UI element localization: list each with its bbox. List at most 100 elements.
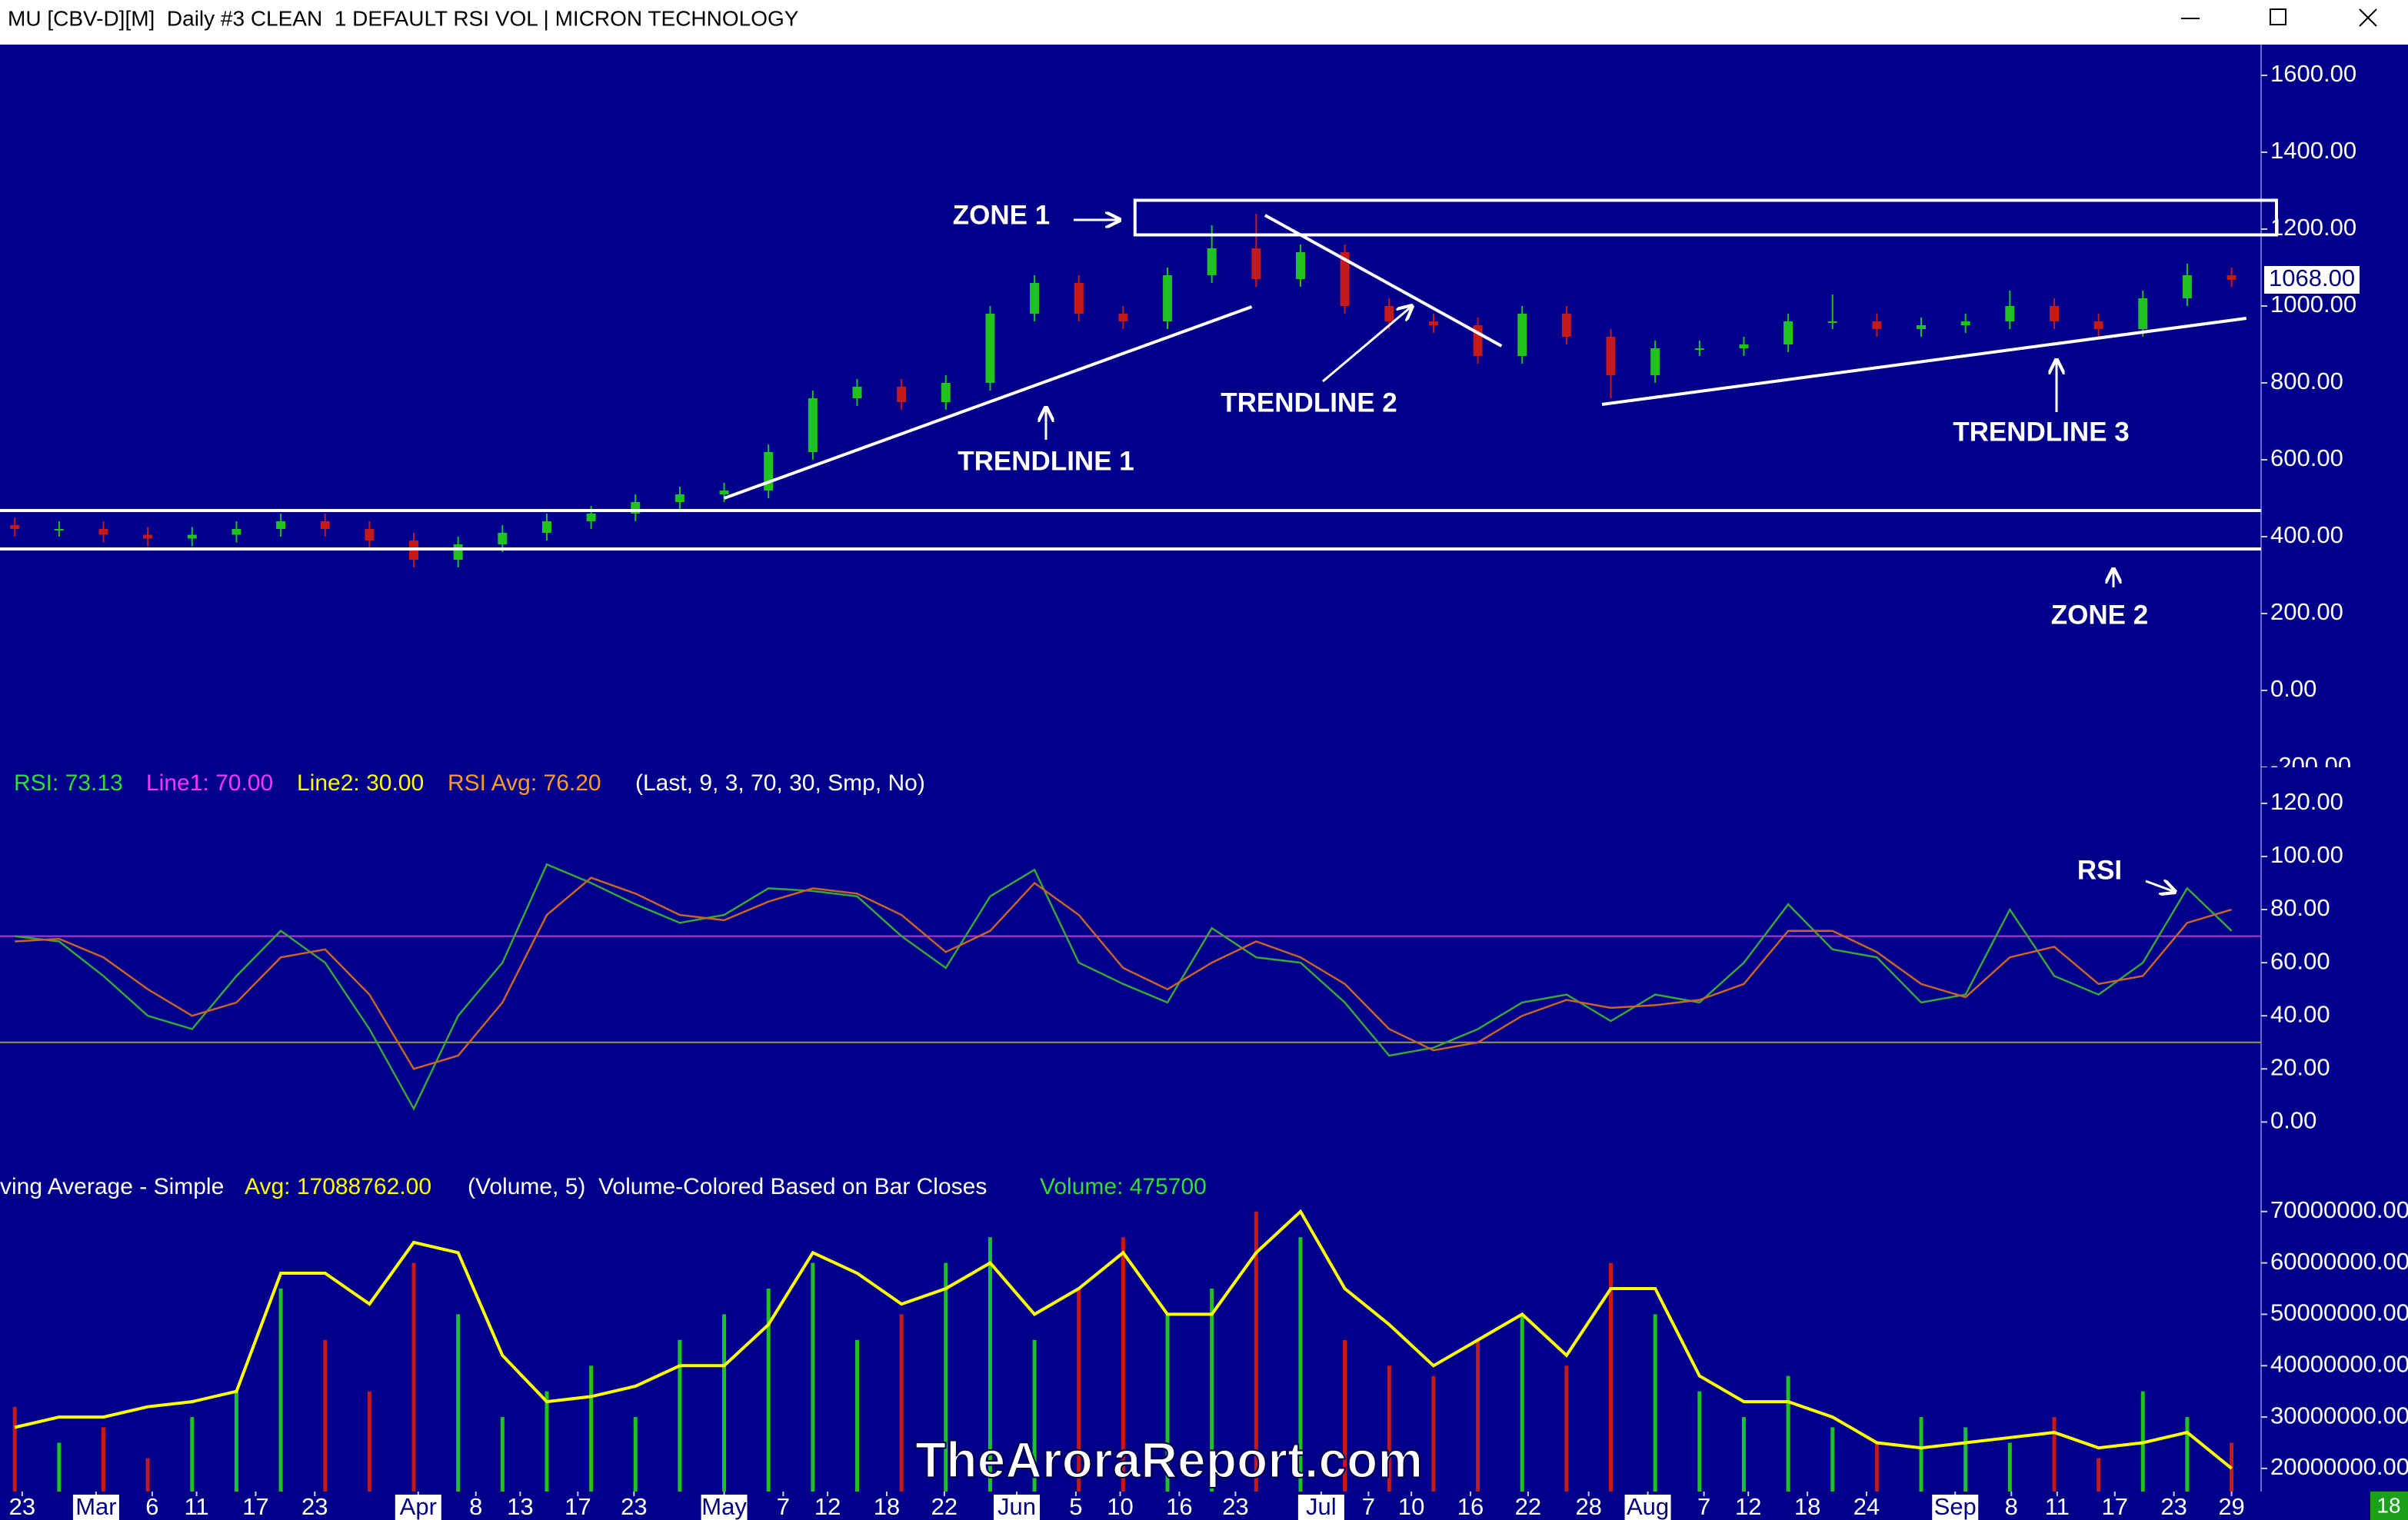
candle-body xyxy=(852,387,862,398)
x-tick-label: 17 xyxy=(565,1493,591,1520)
candle-body xyxy=(1960,321,1970,325)
volume-bar xyxy=(57,1442,62,1492)
zone-box xyxy=(1133,198,2278,237)
annotation-arrow xyxy=(2145,881,2175,892)
last-price-box xyxy=(2264,266,2360,294)
candle-body xyxy=(1163,275,1173,321)
candle-body xyxy=(1827,321,1837,323)
candle-body xyxy=(719,491,729,494)
candle-body xyxy=(2049,306,2059,321)
zone-label: ZONE 1 xyxy=(953,200,1050,230)
x-month-box xyxy=(395,1495,441,1520)
x-tick-label: Mar xyxy=(75,1493,116,1520)
legend-entry: RSI Avg: 76.20 xyxy=(448,770,601,796)
volume-bar xyxy=(2007,1442,2012,1492)
volume-bar xyxy=(1387,1365,1391,1492)
x-tick-label: Apr xyxy=(400,1493,437,1520)
volume-bar xyxy=(323,1339,328,1492)
volume-bar xyxy=(722,1314,727,1492)
volume-bar xyxy=(1254,1211,1258,1492)
volume-bar xyxy=(500,1417,505,1492)
volume-bar xyxy=(1963,1427,1968,1492)
candle-body xyxy=(231,529,241,535)
volume-bar xyxy=(855,1339,860,1492)
candle-body xyxy=(541,521,551,533)
date-axis: 23 Mar 6 11 17 23 Apr 8 13 17 23 May 7 12 18 22 Jun 5 10 16… xyxy=(9,1492,2245,1520)
volume-bar xyxy=(1786,1375,1790,1492)
legend-entry: (Volume, 5) Volume-Colored Based on Bar … xyxy=(468,1174,987,1199)
x-tick-label: Jun xyxy=(998,1493,1036,1520)
volume-bar xyxy=(766,1289,771,1492)
candle-body xyxy=(187,534,197,539)
volume-bar xyxy=(1520,1314,1524,1492)
y-tick-label: -200.00 xyxy=(2270,752,2351,779)
watermark: TheAroraReport.com xyxy=(915,1431,1423,1488)
volume-bar xyxy=(1032,1339,1037,1492)
y-tick-label: 40000000.00 xyxy=(2270,1350,2408,1377)
volume-average xyxy=(14,1209,2233,1470)
x-month-box xyxy=(1932,1495,1979,1520)
legend-entry: (Last, 9, 3, 70, 30, Smp, No) xyxy=(635,770,925,796)
candle-body xyxy=(498,533,508,544)
candle-body xyxy=(1517,314,1527,356)
candle-body xyxy=(1251,248,1261,279)
volume-bar xyxy=(589,1365,594,1492)
x-tick-label: 16 xyxy=(1166,1493,1192,1520)
x-tick-label: 24 xyxy=(1853,1493,1880,1520)
volume-bar xyxy=(1121,1237,1125,1492)
volume-bar xyxy=(1874,1442,1879,1492)
x-tick-label: 18 xyxy=(1794,1493,1820,1520)
x-tick-label: 7 xyxy=(1362,1493,1375,1520)
x-month-box xyxy=(1297,1495,1344,1520)
y-tick-label: 60000000.00 xyxy=(2270,1248,2408,1275)
x-tick-label: 12 xyxy=(814,1493,841,1520)
candle-body xyxy=(1917,325,1927,329)
y-tick-label: 0.00 xyxy=(2270,675,2316,702)
y-tick-label: 200.00 xyxy=(2270,598,2343,625)
volume-bar xyxy=(411,1262,416,1492)
y-tick-label: 1000.00 xyxy=(2270,291,2356,318)
x-tick-label: 23 xyxy=(621,1493,647,1520)
x-tick-label: 8 xyxy=(2005,1493,2018,1520)
volume-bar xyxy=(633,1417,638,1492)
price-panel: 1600.00 1400.00 1200.00 1000.00 800.00 600.00… xyxy=(0,60,2360,779)
volume-panel: 70000000.00 60000000.00 50000000.00 4000000… xyxy=(0,1174,2408,1492)
candle-body xyxy=(320,521,330,529)
maximize-button[interactable] xyxy=(2270,8,2286,25)
y-tick-label: 20000000.00 xyxy=(2270,1453,2408,1480)
candle-body xyxy=(1384,306,1394,321)
volume-bar xyxy=(1653,1314,1657,1492)
candle-body xyxy=(985,314,995,383)
y-tick-label: 800.00 xyxy=(2270,368,2343,394)
volume-bar xyxy=(1697,1391,1702,1492)
close-button[interactable] xyxy=(2359,8,2377,27)
legend-entry: RSI: 73.13 xyxy=(14,770,123,796)
y-tick-label: 30000000.00 xyxy=(2270,1402,2408,1429)
x-tick-label: 5 xyxy=(1069,1493,1082,1520)
candle-body xyxy=(1295,252,1305,279)
volume-bar xyxy=(102,1427,106,1492)
candle-body xyxy=(1118,314,1128,321)
candle-body xyxy=(808,398,818,452)
volume-bar xyxy=(899,1314,904,1492)
volume-bar xyxy=(1741,1417,1746,1492)
x-tick-label: 29 xyxy=(2218,1493,2244,1520)
legend-entry: Line1: 70.00 xyxy=(146,770,273,796)
zone-label: ZONE 2 xyxy=(2051,600,2148,630)
x-tick-label: 11 xyxy=(184,1493,208,1520)
trendline xyxy=(1601,317,2247,406)
candle-body xyxy=(1739,344,1749,348)
window-title: MU [CBV-D][M] Daily #3 CLEAN 1 DEFAULT R… xyxy=(8,6,799,30)
y-tick-label: 60.00 xyxy=(2270,947,2330,974)
y-tick-label: 1400.00 xyxy=(2270,137,2356,164)
x-tick-label: 6 xyxy=(145,1493,158,1520)
y-tick-label: 100.00 xyxy=(2270,841,2343,868)
candle-body xyxy=(1872,321,1882,329)
trendline xyxy=(1264,214,1503,348)
title-bar xyxy=(0,0,2408,45)
y-tick-label: 120.00 xyxy=(2270,788,2343,815)
y-tick-label: 80.00 xyxy=(2270,894,2330,921)
y-tick-label: 600.00 xyxy=(2270,444,2343,471)
y-tick-label: 40.00 xyxy=(2270,1000,2330,1027)
x-tick-label: 11 xyxy=(2045,1493,2070,1520)
